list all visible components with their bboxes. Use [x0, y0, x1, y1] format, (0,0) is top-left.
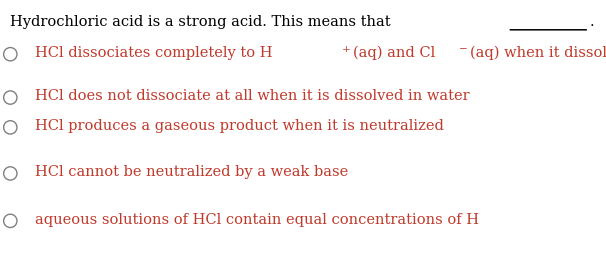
Text: (aq) and Cl: (aq) and Cl — [353, 46, 435, 60]
Text: HCl does not dissociate at all when it is dissolved in water: HCl does not dissociate at all when it i… — [35, 89, 470, 103]
Text: HCl dissociates completely to H: HCl dissociates completely to H — [35, 46, 273, 60]
Text: −: − — [459, 45, 468, 54]
Text: (aq) when it dissolves in water: (aq) when it dissolves in water — [470, 46, 606, 60]
Text: HCl produces a gaseous product when it is neutralized: HCl produces a gaseous product when it i… — [35, 119, 444, 133]
Text: aqueous solutions of HCl contain equal concentrations of H: aqueous solutions of HCl contain equal c… — [35, 212, 479, 227]
Text: +: + — [342, 45, 350, 54]
Text: Hydrochloric acid is a strong acid. This means that: Hydrochloric acid is a strong acid. This… — [10, 15, 396, 29]
Text: HCl cannot be neutralized by a weak base: HCl cannot be neutralized by a weak base — [35, 165, 348, 179]
Text: .: . — [589, 15, 594, 29]
Text: Hydrochloric acid is a strong acid. This means that: Hydrochloric acid is a strong acid. This… — [10, 15, 396, 29]
